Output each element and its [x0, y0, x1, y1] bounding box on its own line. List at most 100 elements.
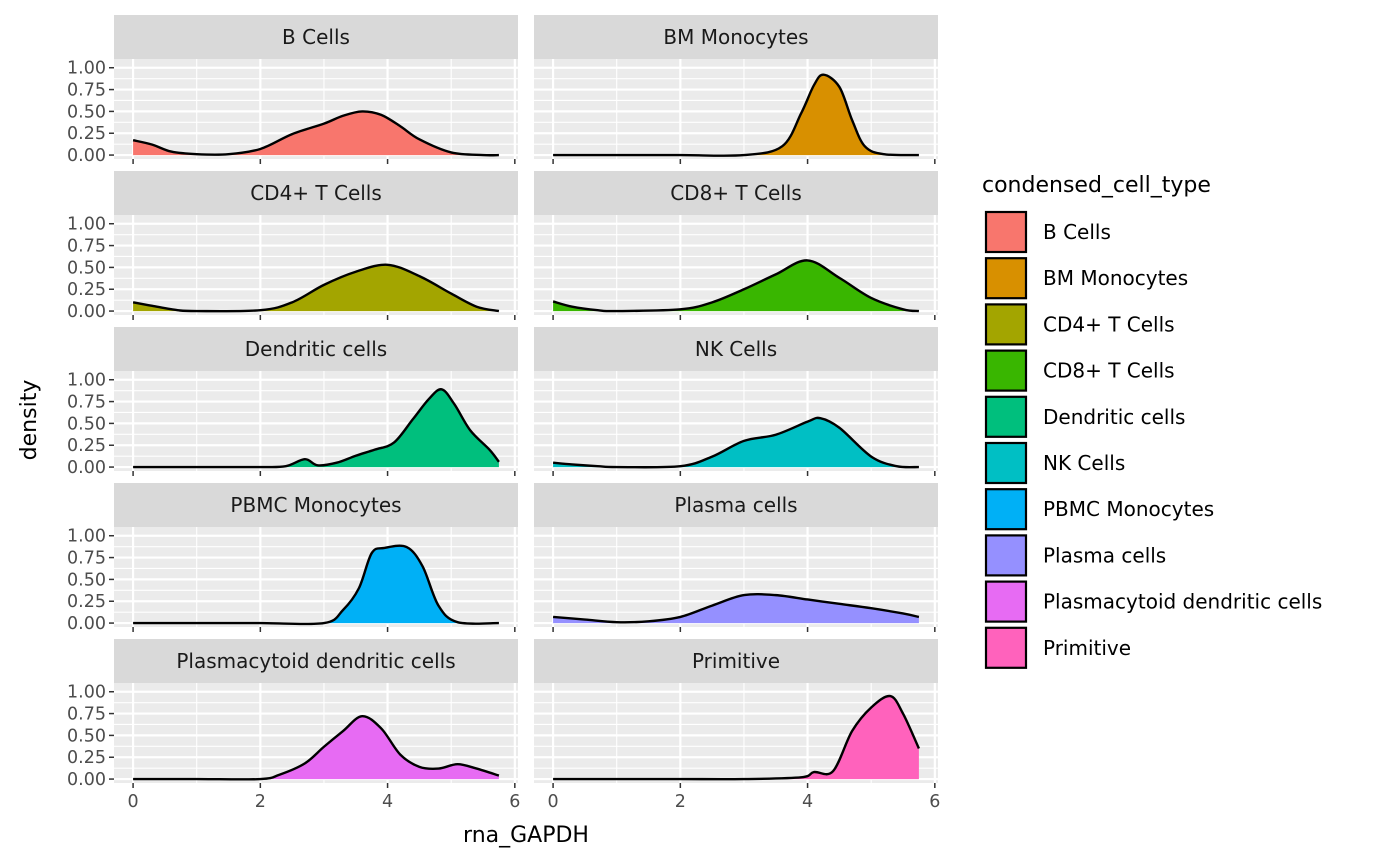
y-tick-label: 0.50: [67, 258, 106, 278]
legend-label: CD8+ T Cells: [1043, 359, 1175, 383]
legend-label: NK Cells: [1043, 451, 1125, 475]
facet-strip-label: Plasma cells: [674, 493, 797, 517]
y-tick-label: 0.00: [67, 614, 106, 634]
density-area-cd8-t-cells: [553, 260, 919, 312]
y-tick-label: 0.50: [67, 726, 106, 746]
y-tick-label: 0.75: [67, 81, 106, 101]
facet-pbmc-monocytes: PBMC Monocytes 0.000.250.500.751.00: [67, 483, 518, 634]
facet-strip-plasma-cells: [534, 483, 938, 527]
legend: condensed_cell_type B Cells BM Monocytes C…: [982, 173, 1322, 669]
y-tick-label: 0.75: [67, 705, 106, 725]
y-tick-label: 0.50: [67, 102, 106, 122]
y-tick-label: 0.75: [67, 549, 106, 569]
legend-swatch-plasmacytoid-dendritic-cells: [984, 580, 1028, 623]
density-line-cd8-t-cells: [552, 259, 920, 313]
facet-strip-label: Primitive: [692, 649, 780, 673]
density-area-primitive: [553, 695, 919, 780]
legend-item-cd4-t-cells: CD4+ T Cells: [984, 303, 1175, 346]
facet-strip-nk-cells: [534, 327, 938, 371]
y-tick-label: 0.75: [67, 393, 106, 413]
legend-label: Plasmacytoid dendritic cells: [1043, 590, 1322, 614]
x-axis-title: rna_GAPDH: [463, 823, 589, 848]
legend-title: condensed_cell_type: [982, 173, 1211, 198]
x-tick-label: 2: [255, 792, 266, 812]
legend-item-plasmacytoid-dendritic-cells: Plasmacytoid dendritic cells: [984, 580, 1322, 623]
facet-nk-cells: NK Cells: [534, 327, 938, 476]
density-area-bm-monocytes: [553, 74, 919, 156]
x-tick-label: 4: [802, 792, 813, 812]
legend-label: BM Monocytes: [1043, 266, 1188, 290]
legend-label: PBMC Monocytes: [1043, 497, 1214, 521]
facet-strip-label: PBMC Monocytes: [230, 493, 401, 517]
density-area-cd4-t-cells: [133, 264, 499, 312]
density-area-b-cells: [133, 111, 499, 156]
x-tick-label: 4: [382, 792, 393, 812]
legend-swatch-pbmc-monocytes: [984, 488, 1028, 531]
density-line-cd4-t-cells: [132, 263, 500, 313]
legend-item-plasma-cells: Plasma cells: [984, 534, 1166, 577]
density-line-pbmc-monocytes: [133, 544, 499, 626]
facet-cd4-t-cells: CD4+ T Cells 0.000.250.500.751.00: [67, 171, 518, 322]
density-area-plasma-cells: [553, 594, 919, 624]
facet-strip-label: NK Cells: [695, 337, 777, 361]
legend-item-nk-cells: NK Cells: [984, 441, 1125, 485]
legend-swatch-plasma-cells: [984, 534, 1028, 577]
facet-primitive: Primitive 0 2 4 6: [534, 639, 940, 812]
facet-dendritic-cells: Dendritic cells 0.000.250.500.751.00: [67, 327, 518, 478]
legend-swatch-dendritic-cells: [984, 395, 1028, 438]
y-tick-label: 0.50: [67, 414, 106, 434]
legend-label: B Cells: [1043, 220, 1111, 244]
y-tick-label: 0.00: [67, 770, 106, 790]
y-tick-label: 1.00: [67, 59, 106, 79]
density-line-b-cells: [132, 110, 499, 157]
legend-swatch-bm-monocytes: [984, 257, 1028, 300]
y-tick-label: 0.25: [67, 436, 106, 456]
facet-strip-label: Plasmacytoid dendritic cells: [176, 649, 455, 673]
facet-strip-dendritic-cells: [114, 327, 518, 371]
legend-items: B Cells BM Monocytes CD4+ T Cells CD8+ T Ce…: [984, 210, 1322, 669]
facet-strip-label: CD8+ T Cells: [670, 181, 802, 205]
y-tick-label: 0.25: [67, 592, 106, 612]
density-area-nk-cells: [553, 417, 919, 468]
y-tick-label: 1.00: [67, 371, 106, 391]
y-tick-label: 1.00: [67, 683, 106, 703]
y-tick-label: 0.25: [67, 748, 106, 768]
facet-b-cells: B Cells 0.000.250.500.751.00: [67, 15, 518, 166]
facet-strip-pbmc-monocytes: [114, 483, 518, 527]
density-line-nk-cells: [552, 416, 919, 469]
density-area-plasmacytoid-dendritic-cells: [133, 716, 499, 780]
y-tick-label: 0.50: [67, 570, 106, 590]
x-tick-label: 6: [509, 792, 520, 812]
legend-item-pbmc-monocytes: PBMC Monocytes: [984, 488, 1214, 531]
density-line-dendritic-cells: [133, 388, 500, 469]
facet-strip-label: CD4+ T Cells: [250, 181, 382, 205]
facet-strip-plasmacytoid-dendritic-cells: [114, 639, 518, 683]
density-line-primitive: [553, 694, 921, 781]
x-tick-label: 2: [675, 792, 686, 812]
legend-item-cd8-t-cells: CD8+ T Cells: [984, 349, 1175, 392]
y-tick-label: 0.75: [67, 237, 106, 257]
density-area-pbmc-monocytes: [133, 545, 499, 625]
facet-strip-bm-monocytes: [534, 15, 938, 59]
legend-item-bm-monocytes: BM Monocytes: [984, 257, 1188, 300]
y-tick-label: 0.25: [67, 124, 106, 144]
x-tick-label: 0: [128, 792, 139, 812]
legend-item-dendritic-cells: Dendritic cells: [984, 395, 1185, 438]
legend-label: Plasma cells: [1043, 543, 1166, 567]
legend-label: CD4+ T Cells: [1043, 312, 1175, 336]
facet-strip-primitive: [534, 639, 938, 683]
y-tick-label: 0.00: [67, 458, 106, 478]
legend-label: Dendritic cells: [1043, 405, 1185, 429]
legend-swatch-b-cells: [984, 210, 1028, 254]
facet-strip-cd8-t-cells: [534, 171, 938, 215]
density-area-dendritic-cells: [133, 389, 499, 468]
legend-item-b-cells: B Cells: [984, 210, 1111, 254]
facet-plasma-cells: Plasma cells: [534, 483, 938, 632]
facet-strip-label: BM Monocytes: [663, 25, 808, 49]
facet-bm-monocytes: BM Monocytes: [534, 15, 938, 164]
density-line-plasma-cells: [552, 592, 920, 624]
density-line-bm-monocytes: [553, 73, 919, 157]
facet-plasmacytoid-dendritic-cells: Plasmacytoid dendritic cells 0.000.250.50…: [67, 639, 520, 812]
